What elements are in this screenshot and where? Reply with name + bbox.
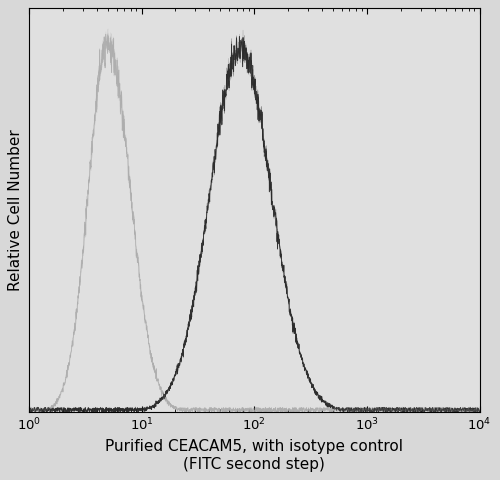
Y-axis label: Relative Cell Number: Relative Cell Number bbox=[8, 130, 24, 291]
X-axis label: Purified CEACAM5, with isotype control
(FITC second step): Purified CEACAM5, with isotype control (… bbox=[105, 439, 403, 472]
